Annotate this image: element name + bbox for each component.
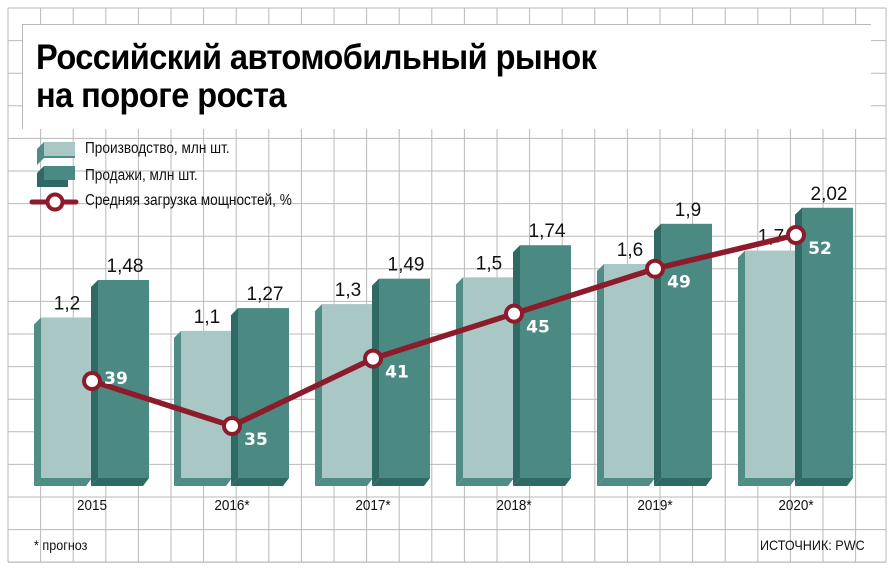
sales-value-label: 1,48 bbox=[107, 256, 144, 277]
x-axis-year-label: 2018* bbox=[496, 497, 532, 514]
production-value-label: 1,2 bbox=[54, 293, 80, 314]
x-axis-year-label: 2016* bbox=[214, 497, 250, 514]
sales-value-label: 1,9 bbox=[675, 200, 701, 221]
production-bar bbox=[315, 304, 373, 486]
utilization-value-label: 39 bbox=[104, 369, 128, 389]
sales-value-label: 1,74 bbox=[529, 221, 566, 242]
legend-production-label: Производство, млн шт. bbox=[85, 140, 230, 157]
forecast-footnote: * прогноз bbox=[34, 537, 88, 553]
source-credit: ИСТОЧНИК: PWC bbox=[760, 537, 865, 553]
utilization-marker bbox=[645, 258, 665, 279]
chart-title-line-2: на пороге роста bbox=[36, 76, 286, 115]
sales-bar bbox=[795, 207, 853, 486]
production-bar bbox=[456, 277, 514, 486]
production-bar bbox=[597, 263, 655, 486]
utilization-marker bbox=[363, 348, 383, 369]
utilization-value-label: 35 bbox=[244, 430, 268, 450]
utilization-marker bbox=[82, 371, 102, 392]
production-value-label: 1,5 bbox=[476, 253, 502, 274]
x-axis-year-label: 2015 bbox=[76, 497, 108, 514]
utilization-value-label: 45 bbox=[526, 318, 550, 338]
legend-utilization-label: Средняя загрузка мощностей, % bbox=[85, 192, 292, 209]
utilization-value-label: 52 bbox=[808, 239, 832, 259]
utilization-value-label: 49 bbox=[667, 273, 691, 293]
legend-sales-icon bbox=[37, 166, 75, 187]
sales-bar bbox=[231, 308, 289, 486]
x-axis-year-label: 2017* bbox=[355, 497, 391, 514]
sales-value-label: 1,27 bbox=[247, 284, 284, 305]
title-panel bbox=[22, 24, 871, 129]
sales-value-label: 2,02 bbox=[811, 184, 848, 205]
utilization-line bbox=[91, 232, 797, 429]
legend-utilization-icon bbox=[29, 192, 79, 212]
production-value-label: 1,3 bbox=[335, 280, 361, 301]
production-value-label: 1,1 bbox=[194, 307, 220, 328]
legend-production-icon bbox=[37, 142, 75, 165]
utilization-marker bbox=[504, 303, 524, 324]
utilization-marker bbox=[222, 416, 242, 436]
x-axis-year-label: 2019* bbox=[637, 497, 673, 514]
legend-sales-label: Продажи, млн шт. bbox=[85, 167, 198, 184]
utilization-value-label: 41 bbox=[385, 363, 409, 383]
production-value-label: 1,6 bbox=[617, 240, 643, 261]
utilization-marker bbox=[786, 225, 806, 245]
sales-bar bbox=[372, 278, 430, 486]
chart-title-line-1: Российский автомобильный рынок bbox=[36, 38, 597, 77]
sales-value-label: 1,49 bbox=[388, 255, 425, 276]
x-axis-year-label: 2020* bbox=[778, 497, 814, 514]
production-bar bbox=[738, 250, 796, 486]
sales-bar bbox=[513, 245, 571, 486]
production-bar bbox=[34, 317, 92, 486]
